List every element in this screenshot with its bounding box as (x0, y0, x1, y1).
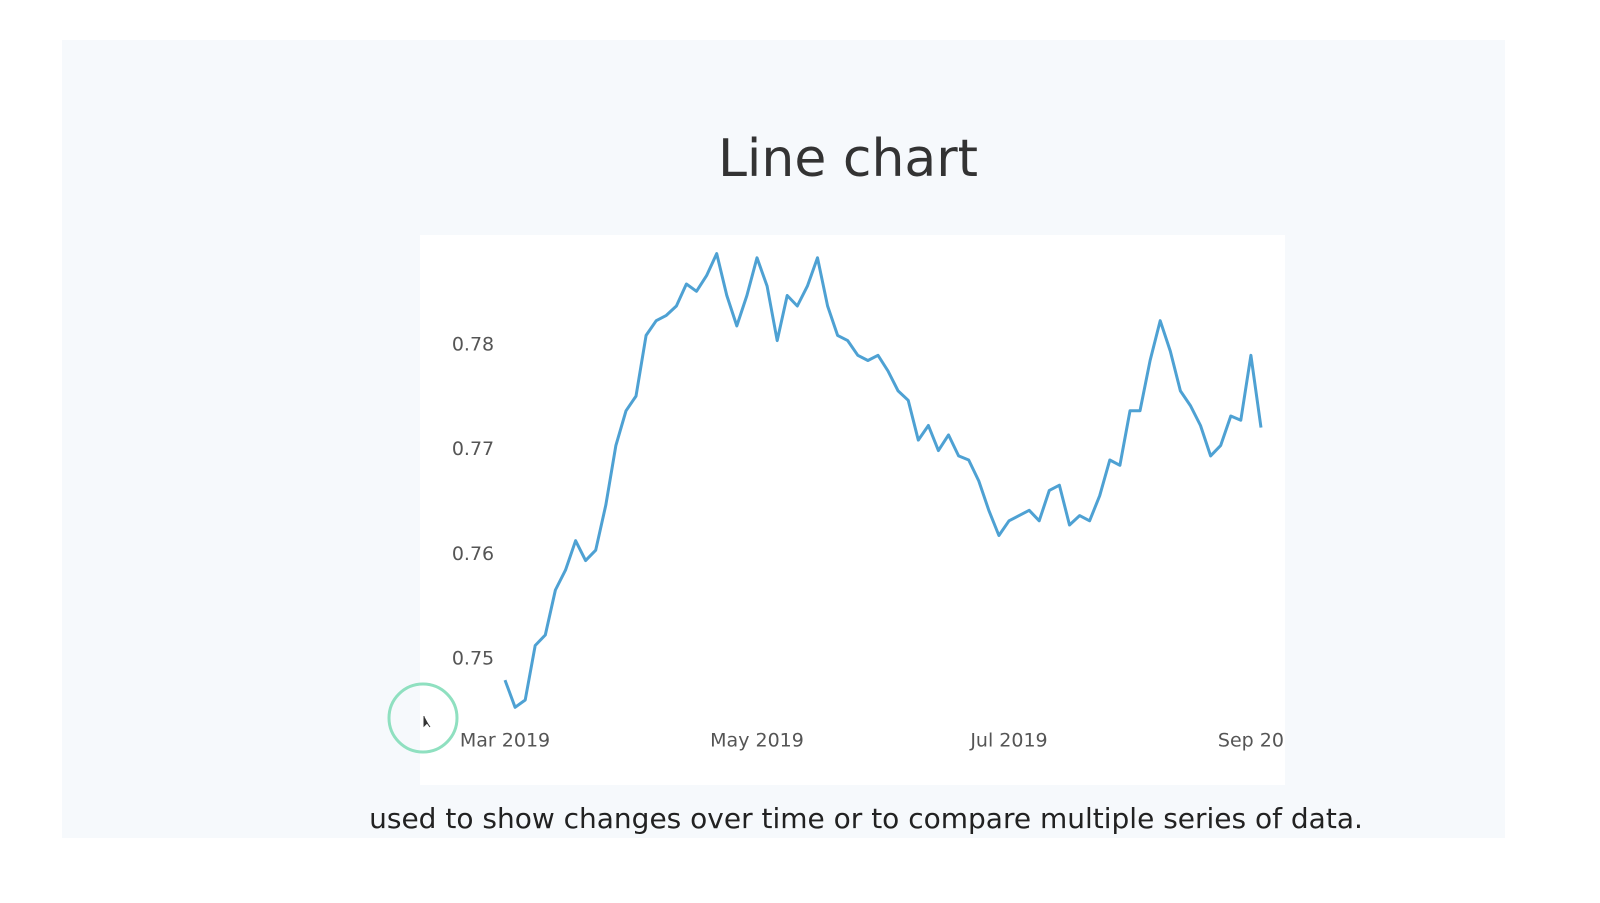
plot: 0.75 0.76 0.77 0.78 Mar 2019 May 2019 Jul 2019… (452, 252, 1284, 752)
chart-title: Line chart (718, 129, 978, 189)
y-tick-label: 0.75 (452, 648, 494, 670)
x-tick-label: May 2019 (710, 730, 804, 752)
cursor (423, 716, 431, 728)
cursor-highlight (387, 682, 459, 754)
x-tick-label: Mar 2019 (460, 730, 550, 752)
y-tick-label: 0.78 (452, 333, 494, 355)
x-tick-label: Sep 20 (1218, 730, 1284, 752)
line-series (503, 252, 1263, 709)
x-tick-label: Jul 2019 (969, 730, 1047, 752)
y-tick-label: 0.76 (452, 543, 494, 565)
chart-card (420, 235, 1285, 785)
y-tick-label: 0.77 (452, 438, 494, 460)
caption: used to show changes over time or to com… (369, 802, 1363, 835)
